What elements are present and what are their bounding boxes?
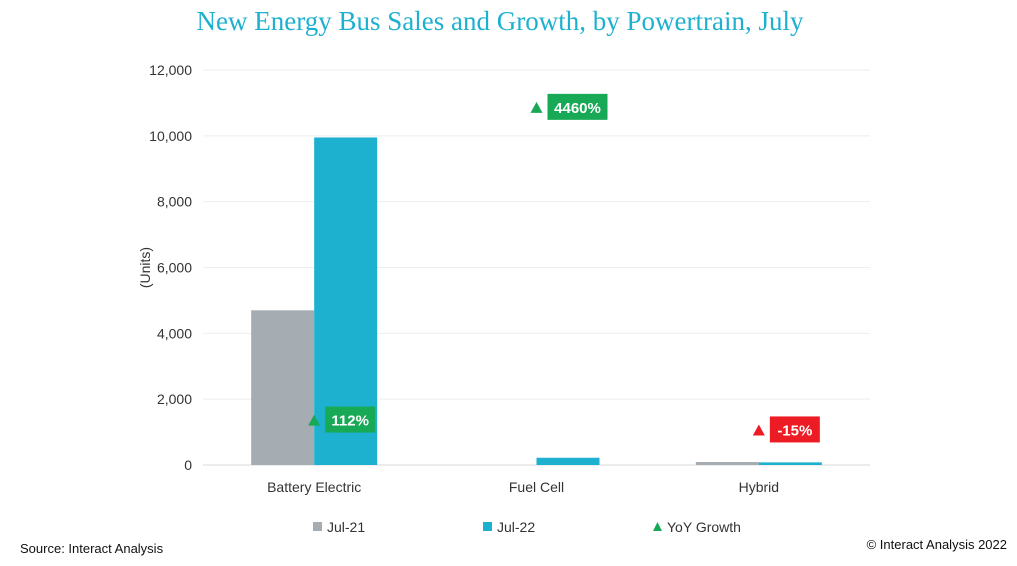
y-tick-label: 2,000 [157, 391, 192, 407]
category-labels: Battery Electric Fuel Cell Hybrid [267, 479, 779, 495]
y-tick-label: 4,000 [157, 325, 192, 341]
legend-label: Jul-21 [327, 519, 365, 535]
legend-marker [653, 522, 662, 531]
growth-badge [769, 416, 820, 443]
legend-swatch [483, 522, 492, 531]
y-tick-label: 6,000 [157, 260, 192, 276]
bar-jul-21 [251, 310, 315, 465]
growth-marker [752, 424, 765, 436]
y-tick-label: 12,000 [149, 62, 192, 78]
growth-marker [308, 414, 321, 426]
category-label: Fuel Cell [509, 479, 564, 495]
copyright-note: © Interact Analysis 2022 [866, 537, 1007, 552]
legend-swatch [313, 522, 322, 531]
growth-label: -15% [777, 422, 812, 439]
growth-markers: 112% 4460% -15% [308, 93, 820, 443]
legend-label: Jul-22 [497, 519, 535, 535]
bar-jul-22 [536, 457, 600, 465]
y-axis-label: (Units) [137, 247, 153, 288]
y-tick-labels: 0 2,000 4,000 6,000 8,000 10,000 12,000 [149, 62, 192, 473]
bar-jul-22 [758, 462, 822, 465]
growth-label: 112% [331, 413, 369, 430]
legend-label: YoY Growth [667, 519, 741, 535]
growth-label: 4460% [554, 100, 601, 117]
y-tick-label: 8,000 [157, 194, 192, 210]
legend: Jul-21 Jul-22 YoY Growth [313, 519, 741, 535]
chart-title: New Energy Bus Sales and Growth, by Powe… [196, 6, 804, 36]
source-note: Source: Interact Analysis [20, 541, 164, 556]
category-label: Battery Electric [267, 479, 361, 495]
y-tick-label: 0 [184, 457, 192, 473]
growth-marker [530, 101, 543, 113]
growth-badge [325, 406, 376, 433]
growth-badge [547, 93, 608, 120]
y-tick-label: 10,000 [149, 128, 192, 144]
category-label: Hybrid [739, 479, 779, 495]
bar-jul-21 [695, 462, 759, 465]
